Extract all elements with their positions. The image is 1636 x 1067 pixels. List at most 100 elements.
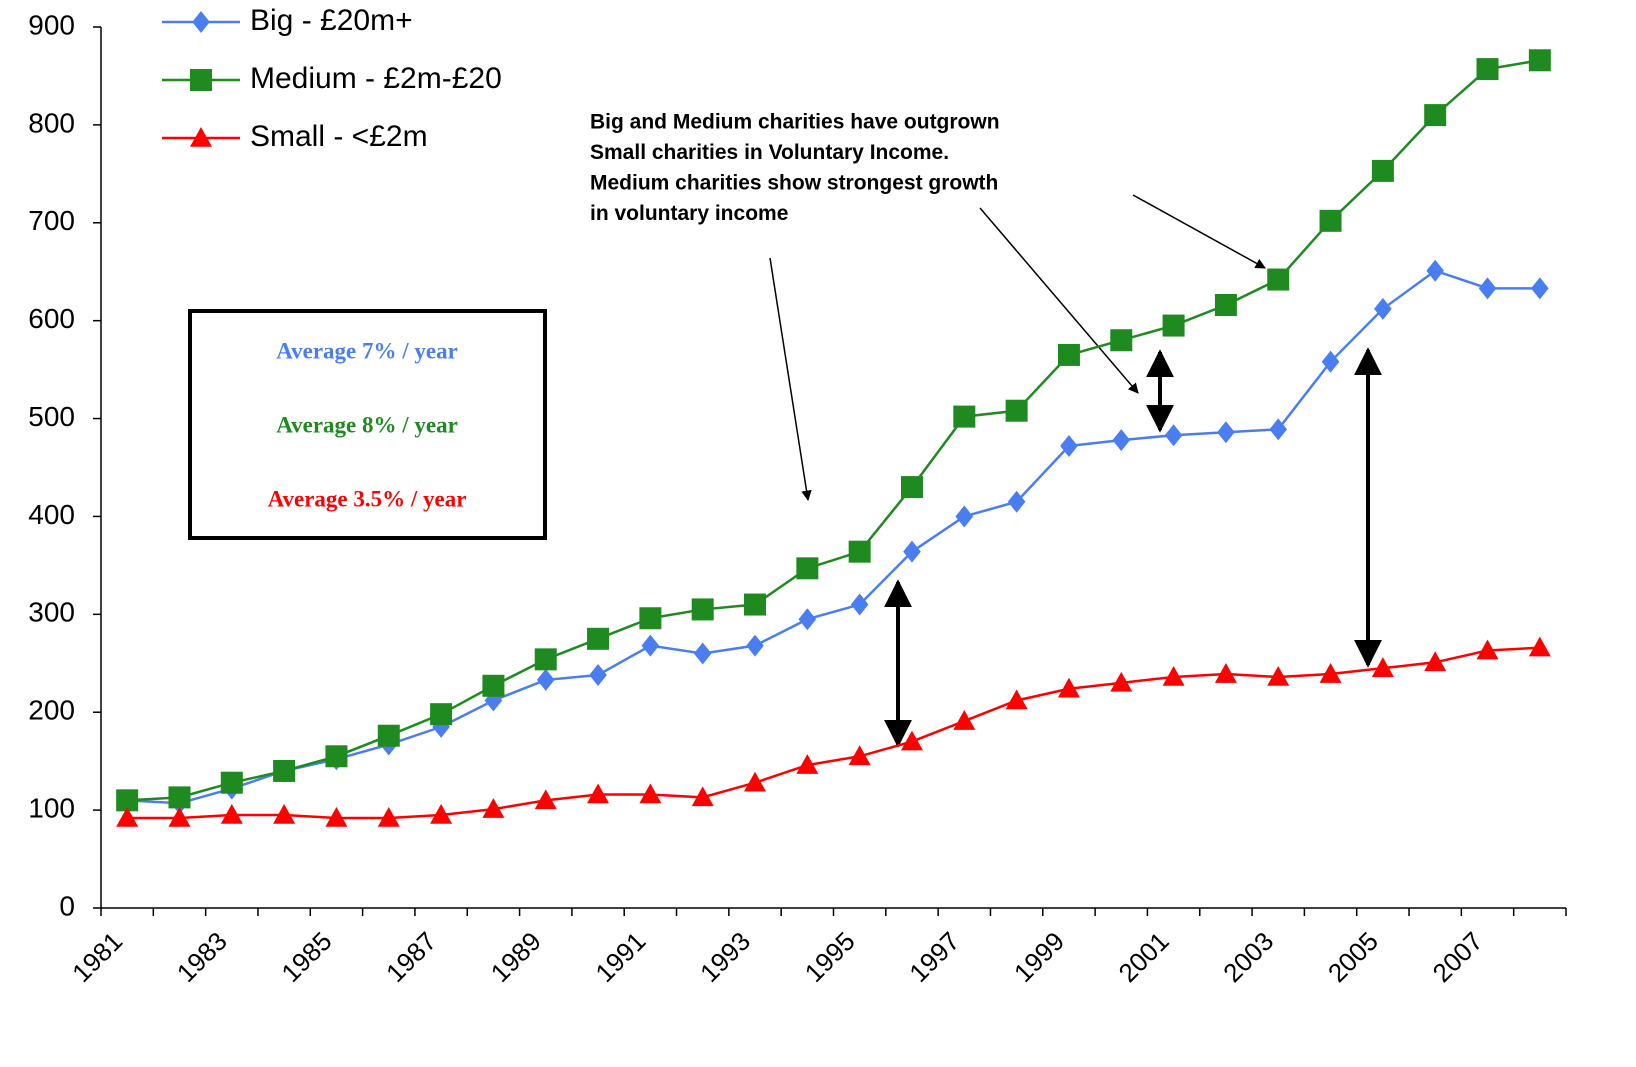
- marker: [848, 745, 871, 766]
- marker: [1110, 671, 1133, 692]
- box-note: Average 8% / year: [276, 412, 458, 437]
- marker: [325, 806, 348, 827]
- marker: [1476, 58, 1499, 81]
- marker: [900, 730, 923, 751]
- marker: [900, 476, 923, 499]
- marker: [534, 648, 557, 671]
- marker: [744, 593, 767, 616]
- legend-label: Big - £20m+: [250, 4, 413, 37]
- marker: [1057, 677, 1080, 698]
- marker: [744, 771, 767, 792]
- y-tick-label: 500: [28, 401, 75, 432]
- x-tick-label: 2007: [1427, 926, 1489, 988]
- marker: [955, 505, 974, 528]
- marker: [168, 786, 191, 809]
- note-box: [188, 309, 547, 540]
- y-tick-label: 700: [28, 205, 75, 236]
- marker: [587, 627, 610, 650]
- marker: [1057, 343, 1080, 366]
- x-tick-label: 2003: [1217, 926, 1279, 988]
- x-tick-label: 1985: [275, 926, 337, 988]
- marker: [1007, 490, 1026, 513]
- x-tick-label: 1983: [171, 926, 233, 988]
- marker: [639, 783, 662, 804]
- series-line: [127, 59, 1541, 802]
- marker: [1319, 663, 1342, 683]
- y-tick-label: 200: [28, 695, 75, 726]
- box-note: Average 3.5% / year: [268, 486, 467, 511]
- annotation: Small charities in Voluntary Income.: [590, 141, 949, 164]
- marker: [850, 593, 869, 616]
- marker: [641, 634, 660, 657]
- marker: [1269, 418, 1288, 441]
- y-tick-label: 600: [28, 303, 75, 334]
- marker: [273, 759, 296, 782]
- marker: [536, 668, 555, 691]
- marker: [534, 789, 557, 810]
- marker: [1528, 49, 1551, 72]
- marker: [796, 754, 819, 774]
- marker: [482, 674, 505, 697]
- marker: [1371, 159, 1394, 182]
- arrow: [979, 207, 1139, 394]
- marker: [953, 710, 976, 730]
- marker: [1371, 657, 1394, 677]
- arrows: [769, 194, 1382, 748]
- marker: [1319, 209, 1342, 232]
- annotation: Medium charities show strongest growth: [590, 172, 998, 195]
- marker: [1528, 636, 1551, 657]
- marker: [1005, 689, 1028, 710]
- marker: [1214, 294, 1237, 317]
- marker: [430, 703, 453, 726]
- x-tick-label: 1993: [694, 926, 756, 988]
- x-tick-label: 1989: [485, 926, 547, 988]
- marker: [953, 405, 976, 428]
- marker: [1424, 651, 1447, 672]
- marker: [746, 634, 764, 657]
- legend-label: Medium - £2m-£20: [250, 62, 502, 95]
- marker: [168, 806, 191, 827]
- marker: [190, 127, 212, 147]
- x-tick-label: 1987: [380, 926, 442, 988]
- marker: [1267, 268, 1290, 291]
- annotation: in voluntary income: [590, 202, 788, 225]
- marker: [220, 804, 243, 824]
- marker: [220, 771, 243, 794]
- y-tick-label: 800: [28, 107, 75, 138]
- marker: [1112, 429, 1131, 452]
- marker: [1005, 399, 1028, 422]
- marker: [325, 745, 348, 768]
- box-note: Average 7% / year: [276, 338, 458, 363]
- marker: [848, 540, 871, 563]
- marker: [190, 69, 212, 91]
- marker: [1424, 104, 1447, 127]
- arrow: [1132, 194, 1266, 269]
- marker: [1162, 314, 1185, 337]
- y-tick-label: 400: [28, 499, 75, 530]
- legend-label: Small - <£2m: [250, 120, 428, 153]
- x-tick-label: 2005: [1322, 926, 1384, 988]
- marker: [798, 608, 817, 631]
- marker: [587, 783, 610, 804]
- x-tick-label: 2001: [1113, 926, 1175, 988]
- marker: [1162, 665, 1185, 686]
- arrow: [769, 257, 812, 502]
- marker: [1060, 434, 1078, 457]
- marker: [1110, 329, 1133, 352]
- marker: [691, 598, 714, 621]
- annotation: Big and Medium charities have outgrown: [590, 111, 1000, 134]
- y-tick-label: 0: [59, 890, 75, 921]
- marker: [903, 540, 921, 563]
- marker: [1426, 259, 1444, 282]
- y-tick-label: 100: [28, 793, 75, 824]
- marker: [1531, 277, 1549, 300]
- y-tick-label: 300: [28, 597, 75, 628]
- marker: [693, 642, 712, 665]
- x-tick-label: 1981: [66, 926, 128, 988]
- marker: [1267, 665, 1290, 686]
- series-line: [127, 269, 1540, 805]
- x-tick-label: 1999: [1008, 926, 1070, 988]
- marker: [377, 806, 400, 827]
- marker: [1476, 639, 1499, 660]
